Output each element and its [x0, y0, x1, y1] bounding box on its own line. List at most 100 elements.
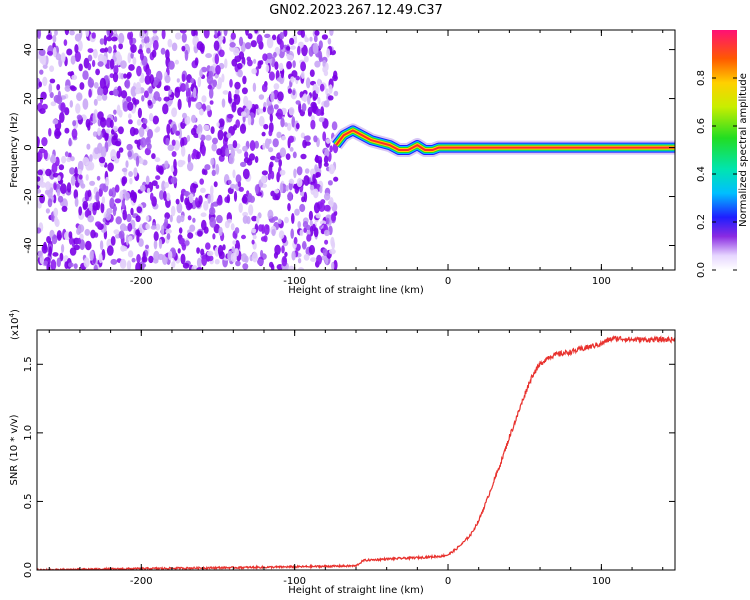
spectrogram-noise-speck: [207, 255, 214, 262]
spectrogram-noise-speck: [136, 206, 143, 214]
spectrogram-noise-speck: [61, 244, 65, 253]
spectrogram-noise-speck: [126, 260, 132, 270]
spectrogram-noise-speck: [294, 208, 300, 216]
spectrogram-noise-speck: [192, 148, 197, 157]
spectrogram-noise-speck: [309, 184, 315, 191]
spectrogram-noise-speck: [49, 91, 54, 99]
spectrogram-y-label: Frequency (Hz): [9, 112, 20, 188]
spectrogram-noise-speck: [123, 191, 130, 201]
spectrogram-noise-speck: [252, 82, 257, 93]
spectrogram-noise-speck: [215, 163, 220, 175]
spectrogram-noise-speck: [170, 176, 178, 184]
spectrogram-noise-speck: [110, 236, 116, 246]
spectrogram-noise-speck: [228, 90, 232, 102]
spectrogram-noise-speck: [328, 164, 335, 175]
spectrogram-noise-speck: [52, 46, 57, 58]
spectrogram-noise-speck: [252, 234, 257, 240]
spectrogram-noise-speck: [203, 124, 210, 131]
spectrogram-noise-speck: [60, 183, 67, 194]
spectrogram-noise-speck: [77, 40, 83, 52]
spectrogram-noise-speck: [174, 59, 179, 65]
spectrogram-noise-speck: [52, 172, 59, 178]
spectrogram-noise-speck: [311, 223, 316, 232]
spectrogram-noise-speck: [199, 178, 204, 185]
spectrogram-noise-speck: [51, 235, 58, 245]
spectrogram-noise-speck: [306, 230, 311, 236]
spectrogram-noise-speck: [164, 182, 170, 189]
spectrogram-noise-speck: [284, 122, 288, 127]
spectrogram-noise-speck: [160, 224, 165, 236]
spectrogram-noise-speck: [203, 30, 210, 39]
spectrogram-noise-speck: [276, 108, 284, 120]
spectrogram-noise-speck: [122, 246, 128, 252]
spectrogram-noise-speck: [267, 209, 274, 220]
spectrogram-noise-speck: [127, 250, 134, 258]
spectrogram-noise-speck: [327, 95, 334, 101]
spectrogram-noise-speck: [64, 30, 70, 36]
spectrogram-noise-speck: [157, 165, 164, 174]
spectrogram-noise-speck: [87, 189, 92, 198]
spectrogram-noise-speck: [155, 175, 161, 181]
spectrogram-noise-speck: [82, 200, 89, 210]
spectrogram-noise-speck: [295, 122, 300, 130]
spectrogram-noise-speck: [279, 147, 287, 158]
spectrogram-noise-speck: [125, 160, 129, 168]
spectrogram-noise-speck: [247, 115, 252, 126]
spectrogram-noise-speck: [181, 33, 187, 43]
spectrogram-noise-speck: [300, 30, 305, 38]
spectrogram-noise-speck: [210, 185, 214, 196]
spectrogram-noise-speck: [113, 44, 117, 50]
spectrogram-noise-speck: [292, 60, 296, 68]
spectrogram-noise-speck: [270, 170, 275, 180]
spectrogram-noise-speck: [216, 214, 223, 224]
spectrogram-noise-speck: [319, 220, 327, 225]
spectrogram-noise-speck: [279, 182, 284, 193]
spectrogram-noise-speck: [323, 100, 330, 108]
spectrogram-noise-speck: [52, 252, 59, 257]
spectrogram-noise-speck: [74, 166, 78, 177]
spectrogram-noise-speck: [126, 73, 131, 80]
spectrogram-noise-speck: [289, 147, 294, 152]
spectrogram-noise-speck: [272, 195, 280, 201]
spectrogram-noise-speck: [66, 48, 73, 56]
spectrogram-noise-speck: [230, 32, 236, 40]
spectrogram-noise-speck: [296, 166, 303, 176]
spectrogram-noise-speck: [91, 32, 96, 39]
spectrogram-noise-speck: [148, 255, 154, 264]
spectrogram-noise-speck: [303, 253, 310, 261]
spectrogram-noise-speck: [87, 215, 95, 223]
spectrogram-noise-speck: [201, 254, 208, 267]
spectrogram-noise-speck: [60, 102, 66, 113]
spectrogram-noise-speck: [274, 61, 279, 70]
spectrogram-noise-speck: [255, 184, 259, 195]
spectrogram-noise-speck: [64, 85, 71, 92]
spectrogram-noise-speck: [84, 209, 90, 218]
spectrogram-noise-speck: [315, 212, 321, 219]
colorbar-label: Normalized spectral amplitude: [738, 73, 749, 227]
spectrogram-noise-speck: [140, 137, 147, 148]
spectrogram-noise-speck: [78, 174, 83, 180]
spectrogram-noise-speck: [135, 81, 141, 92]
spectrogram-noise-speck: [109, 119, 114, 129]
spectrogram-noise-speck: [50, 101, 57, 107]
spectrogram-noise-speck: [171, 42, 178, 52]
spectrogram-noise-speck: [118, 32, 125, 45]
spectrogram-noise-speck: [241, 253, 248, 263]
spectrogram-noise-speck: [291, 213, 295, 224]
spectrogram-noise-speck: [185, 81, 189, 92]
spectrogram-noise-speck: [286, 60, 292, 70]
spectrogram-noise-speck: [119, 190, 124, 202]
spectrogram-noise-speck: [313, 35, 318, 43]
spectrogram-noise-speck: [46, 236, 52, 244]
spectrogram-noise-speck: [136, 65, 142, 77]
spectrogram-noise-speck: [184, 240, 190, 246]
spectrogram-noise-speck: [288, 106, 295, 116]
spectrogram-noise-speck: [284, 251, 288, 257]
spectrogram-noise-speck: [205, 134, 212, 141]
spectrogram-noise-speck: [201, 219, 207, 231]
spectrogram-noise-speck: [172, 123, 177, 134]
spectrogram-noise-speck: [167, 38, 173, 48]
colorbar-tick-label: 0.8: [696, 70, 707, 86]
spectrogram-noise-speck: [165, 229, 172, 234]
